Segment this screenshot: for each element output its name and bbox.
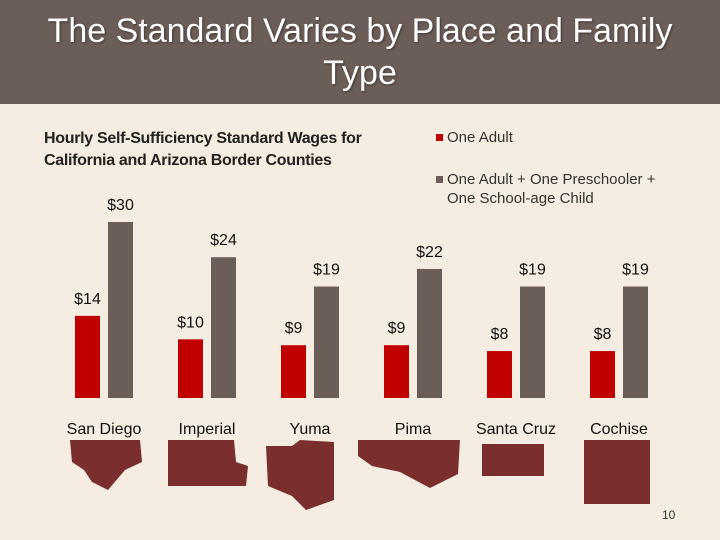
bar-imperial-series-1	[178, 339, 203, 398]
data-label-pima-series-2: $22	[416, 244, 443, 261]
bar-imperial-series-2	[211, 257, 236, 398]
category-label-imperial: Imperial	[179, 421, 236, 438]
bar-santa-cruz-series-1	[487, 351, 512, 398]
data-label-cochise-series-1: $8	[594, 326, 612, 343]
legend-item-family: One Adult + One Preschooler + One School…	[436, 170, 686, 208]
legend-label-one-adult: One Adult	[447, 129, 513, 146]
legend-label-family: One Adult + One Preschooler + One School…	[447, 171, 656, 207]
data-label-santa-cruz-series-2: $19	[519, 262, 546, 279]
title-bar: The Standard Varies by Place and Family …	[0, 0, 720, 104]
data-label-imperial-series-1: $10	[177, 314, 204, 331]
legend-swatch-family	[436, 176, 443, 183]
bar-san-diego-series-2	[108, 222, 133, 398]
santa-cruz-map-icon	[482, 444, 544, 476]
cochise-map-icon	[584, 440, 650, 504]
page-number: 10	[662, 508, 676, 522]
bar-cochise-series-2	[623, 286, 648, 398]
data-label-yuma-series-2: $19	[313, 262, 340, 279]
category-label-pima: Pima	[395, 421, 432, 438]
bar-cochise-series-1	[590, 351, 615, 398]
data-label-pima-series-1: $9	[388, 320, 406, 337]
data-label-santa-cruz-series-1: $8	[491, 326, 509, 343]
data-label-san-diego-series-2: $30	[107, 197, 134, 214]
legend-swatch-one-adult	[436, 134, 443, 141]
imperial-map-icon	[168, 440, 248, 486]
san-diego-map-icon	[70, 440, 142, 490]
bar-yuma-series-2	[314, 286, 339, 398]
bar-yuma-series-1	[281, 345, 306, 398]
data-label-imperial-series-2: $24	[210, 232, 237, 249]
data-label-san-diego-series-1: $14	[74, 291, 101, 308]
bar-santa-cruz-series-2	[520, 286, 545, 398]
bar-pima-series-2	[417, 268, 442, 398]
category-label-santa-cruz: Santa Cruz	[476, 421, 556, 438]
yuma-map-icon	[266, 440, 334, 510]
data-label-cochise-series-2: $19	[622, 262, 649, 279]
category-label-san-diego: San Diego	[67, 421, 142, 438]
data-label-yuma-series-1: $9	[285, 320, 303, 337]
slide-title: The Standard Varies by Place and Family …	[47, 12, 673, 92]
bar-san-diego-series-1	[75, 315, 100, 398]
chart-title: Hourly Self-Sufficiency Standard Wages f…	[44, 130, 362, 169]
category-label-yuma: Yuma	[290, 421, 331, 438]
pima-map-icon	[358, 440, 460, 488]
category-label-cochise: Cochise	[590, 421, 648, 438]
bar-pima-series-1	[384, 345, 409, 398]
legend-item-one-adult: One Adult	[436, 128, 513, 147]
